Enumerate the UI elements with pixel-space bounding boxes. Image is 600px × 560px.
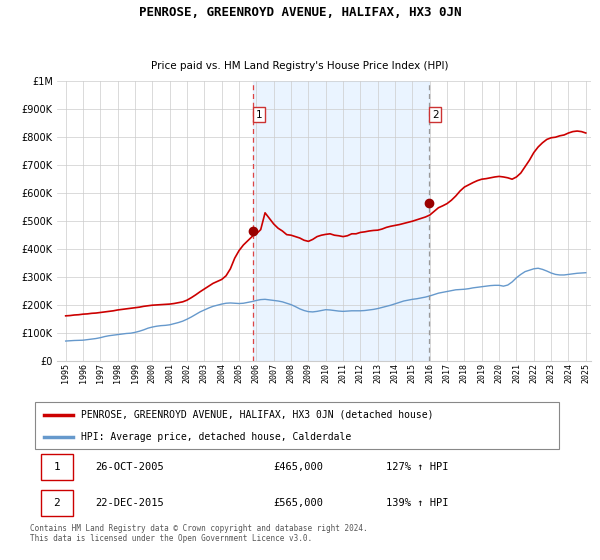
- Text: 1996: 1996: [79, 363, 88, 383]
- Text: 2: 2: [53, 498, 61, 508]
- Text: 2013: 2013: [373, 363, 382, 383]
- FancyBboxPatch shape: [35, 403, 559, 449]
- Text: 2: 2: [432, 110, 439, 120]
- Text: 1995: 1995: [61, 363, 70, 383]
- Text: 2004: 2004: [217, 363, 226, 383]
- Text: 2024: 2024: [564, 363, 573, 383]
- Text: 2010: 2010: [321, 363, 330, 383]
- Text: Price paid vs. HM Land Registry's House Price Index (HPI): Price paid vs. HM Land Registry's House …: [151, 61, 449, 71]
- Text: 127% ↑ HPI: 127% ↑ HPI: [386, 462, 449, 472]
- Text: 2006: 2006: [252, 363, 261, 383]
- Text: 2009: 2009: [304, 363, 313, 383]
- Text: 2008: 2008: [287, 363, 296, 383]
- Text: 139% ↑ HPI: 139% ↑ HPI: [386, 498, 449, 508]
- Text: 2022: 2022: [529, 363, 538, 383]
- Text: 2007: 2007: [269, 363, 278, 383]
- Text: 2025: 2025: [581, 363, 590, 383]
- Text: 2012: 2012: [356, 363, 365, 383]
- Text: 2016: 2016: [425, 363, 434, 383]
- Text: £565,000: £565,000: [273, 498, 323, 508]
- Text: 2001: 2001: [165, 363, 174, 383]
- Text: 1999: 1999: [131, 363, 140, 383]
- Text: 1: 1: [256, 110, 262, 120]
- Text: 1997: 1997: [96, 363, 105, 383]
- Text: £465,000: £465,000: [273, 462, 323, 472]
- Text: 2019: 2019: [477, 363, 486, 383]
- Text: Contains HM Land Registry data © Crown copyright and database right 2024.
This d: Contains HM Land Registry data © Crown c…: [30, 524, 368, 543]
- FancyBboxPatch shape: [41, 454, 73, 479]
- Text: 2014: 2014: [391, 363, 400, 383]
- FancyBboxPatch shape: [41, 491, 73, 516]
- Text: 2002: 2002: [182, 363, 191, 383]
- Text: PENROSE, GREENROYD AVENUE, HALIFAX, HX3 0JN: PENROSE, GREENROYD AVENUE, HALIFAX, HX3 …: [139, 6, 461, 19]
- Text: 2000: 2000: [148, 363, 157, 383]
- Text: 2003: 2003: [200, 363, 209, 383]
- Text: 2005: 2005: [235, 363, 244, 383]
- Text: PENROSE, GREENROYD AVENUE, HALIFAX, HX3 0JN (detached house): PENROSE, GREENROYD AVENUE, HALIFAX, HX3 …: [82, 409, 434, 419]
- Text: 2023: 2023: [547, 363, 556, 383]
- Text: HPI: Average price, detached house, Calderdale: HPI: Average price, detached house, Cald…: [82, 432, 352, 442]
- Text: 2021: 2021: [512, 363, 521, 383]
- Text: 2020: 2020: [494, 363, 503, 383]
- Text: 26-OCT-2005: 26-OCT-2005: [95, 462, 164, 472]
- Text: 2018: 2018: [460, 363, 469, 383]
- Text: 22-DEC-2015: 22-DEC-2015: [95, 498, 164, 508]
- Text: 2017: 2017: [443, 363, 452, 383]
- Text: 2011: 2011: [338, 363, 347, 383]
- Text: 1998: 1998: [113, 363, 122, 383]
- Text: 2015: 2015: [408, 363, 417, 383]
- Bar: [253, 81, 429, 361]
- Text: 1: 1: [53, 462, 61, 472]
